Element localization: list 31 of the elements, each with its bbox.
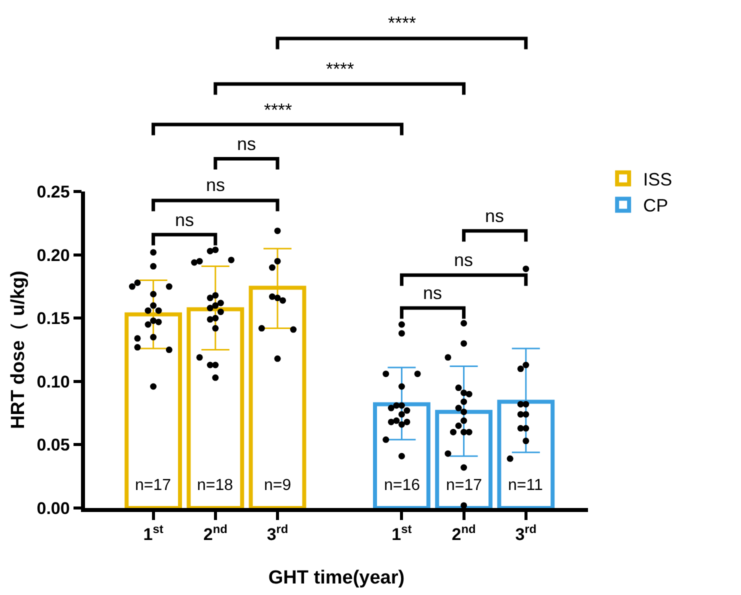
x-tick-label: 1$^{st}$: [392, 522, 412, 544]
legend-label: CP: [643, 196, 668, 216]
annotation: n=11: [508, 477, 543, 494]
x-tick-label: 1$^{st}$: [143, 522, 164, 544]
y-tick-label: 0.05: [36, 436, 70, 455]
text: ns: [237, 134, 256, 154]
y-tick-label: 0.15: [36, 309, 70, 328]
x-tick-label: 2$^{nd}$: [203, 522, 228, 544]
x-axis-title: GHT time(year): [268, 567, 405, 588]
y-tick-label: 0.00: [36, 498, 70, 518]
x-tick-label: 3$^{rd}$: [515, 522, 537, 544]
annotation: ns: [485, 206, 504, 226]
annotation: n=18: [197, 477, 234, 494]
annotation: n=16: [384, 477, 420, 494]
annotation: n=9: [264, 477, 292, 494]
annotation: ns: [454, 250, 474, 270]
y-tick-label: 0.25: [36, 182, 70, 202]
y-tick-label: 0.10: [36, 372, 70, 392]
x-tick-label: 3$^{rd}$: [266, 522, 288, 544]
annotation: n=17: [135, 477, 172, 494]
annotation: ns: [423, 283, 442, 303]
y-tick-label: 0.20: [36, 246, 70, 265]
y-axis-title: HRT dose（ u/kg): [8, 270, 30, 429]
x-tick-label: 2$^{nd}$: [452, 522, 476, 544]
text: ****: [264, 100, 292, 120]
annotation: n=17: [446, 477, 482, 494]
legend-label: ISS: [643, 169, 672, 190]
text: ****: [326, 59, 354, 79]
text: ****: [388, 13, 416, 33]
annotation: ns: [206, 175, 226, 195]
annotation: ns: [175, 210, 194, 230]
